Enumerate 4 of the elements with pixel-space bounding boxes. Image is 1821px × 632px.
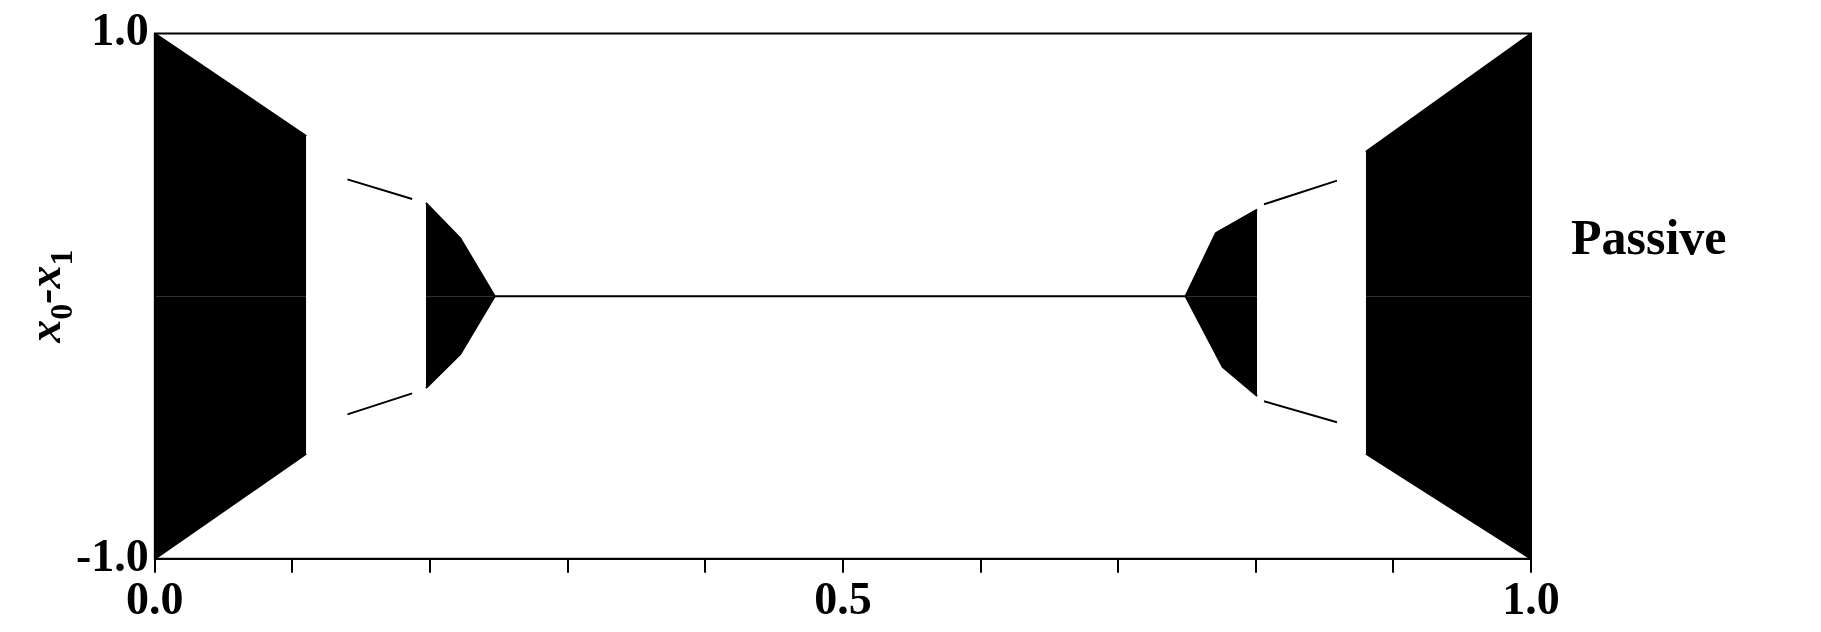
x-tick-label: 0.5 [814,573,872,625]
x-tick-label: 1.0 [1502,573,1560,625]
y-axis-title: x0-x1 [19,249,79,344]
text: Passive [1571,209,1727,266]
